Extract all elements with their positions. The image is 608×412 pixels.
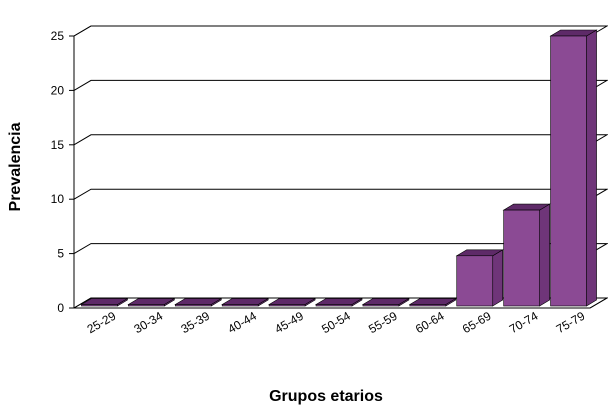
x-tick-label: 70-74 bbox=[507, 309, 541, 337]
bar bbox=[221, 297, 270, 307]
y-tick-label: 5 bbox=[57, 247, 64, 261]
gridline bbox=[73, 79, 608, 91]
bar bbox=[455, 249, 504, 307]
bar bbox=[314, 297, 364, 307]
y-axis-title: Prevalencia bbox=[7, 122, 24, 211]
y-tick-label: 25 bbox=[51, 29, 65, 43]
gridline bbox=[73, 134, 608, 146]
x-tick-label: 40-44 bbox=[225, 309, 259, 337]
x-tick-label: 65-69 bbox=[460, 309, 494, 337]
x-tick-label: 25-29 bbox=[85, 309, 119, 337]
x-tick-label: 30-34 bbox=[132, 309, 166, 337]
x-axis-title: Grupos etarios bbox=[269, 388, 383, 405]
y-axis-line bbox=[73, 25, 92, 308]
gridline bbox=[73, 243, 608, 255]
y-tick-label: 15 bbox=[51, 138, 65, 152]
bar bbox=[502, 203, 551, 307]
bar bbox=[80, 297, 129, 307]
bar bbox=[408, 297, 457, 307]
y-tick-label: 20 bbox=[51, 83, 65, 97]
bar bbox=[361, 297, 410, 307]
x-tick-labels: 25-29 30-34 35-39 40-44 45-49 50-54 55-59 60-64… bbox=[85, 309, 588, 337]
axes bbox=[69, 25, 608, 309]
bar bbox=[174, 297, 223, 307]
y-tick-labels: 0 5 10 15 20 25 bbox=[51, 29, 65, 315]
x-tick-label: 50-54 bbox=[319, 309, 353, 337]
x-axis-floor bbox=[72, 297, 608, 309]
y-tick-label: 0 bbox=[57, 301, 64, 315]
x-tick-label: 60-64 bbox=[413, 309, 447, 337]
bar bbox=[549, 29, 598, 307]
bar bbox=[127, 297, 176, 307]
bar bbox=[268, 297, 317, 307]
gridline bbox=[73, 25, 608, 37]
x-tick-label: 35-39 bbox=[178, 309, 212, 337]
x-tick-label: 75-79 bbox=[554, 309, 588, 337]
y-tick-label: 10 bbox=[51, 192, 65, 206]
bars bbox=[80, 29, 598, 307]
x-tick-label: 45-49 bbox=[272, 309, 306, 337]
x-tick-label: 55-59 bbox=[366, 309, 400, 337]
gridline bbox=[73, 188, 608, 200]
